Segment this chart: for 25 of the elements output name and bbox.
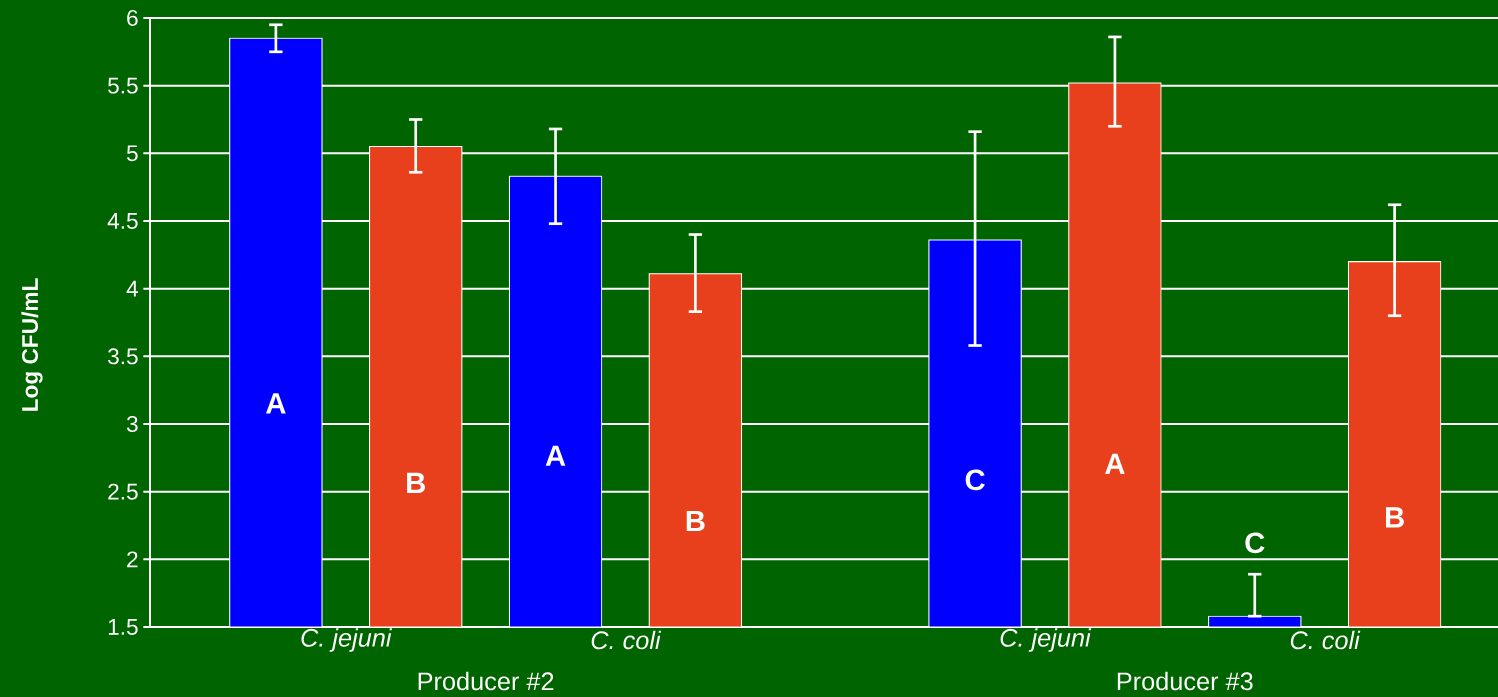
x-tick-label: C. coli (591, 630, 662, 650)
x-tick-label: C. jejuni (1000, 628, 1092, 652)
y-tick-label: 4 (126, 280, 138, 297)
data-label: B (686, 510, 705, 532)
y-tick-label: 2.5 (108, 483, 138, 500)
data-label: C (1245, 532, 1265, 554)
y-tick-label: 4.5 (107, 213, 138, 229)
y-tick-label: 3 (126, 415, 138, 433)
x-tick-label: C. coli (1290, 630, 1361, 650)
data-label: A (266, 393, 286, 414)
y-tick-label: 3.5 (107, 348, 138, 365)
data-label: A (545, 445, 566, 466)
y-tick-label: 5 (126, 145, 138, 162)
y-tick-label: 6 (127, 9, 138, 27)
y-tick-label: 2 (127, 551, 138, 568)
text: Producer #3 (1117, 671, 1253, 691)
data-label: B (1385, 507, 1404, 528)
y-axis-title: Log CFU/mL (21, 278, 43, 411)
y-tick-label: 5.5 (108, 77, 138, 94)
x-tick-label: C. jejuni (301, 628, 393, 652)
data-label: C (965, 469, 985, 491)
data-label: B (407, 472, 425, 493)
y-tick-label: 1.5 (108, 619, 138, 635)
text: Producer #2 (418, 671, 554, 691)
data-label: A (1105, 453, 1125, 474)
